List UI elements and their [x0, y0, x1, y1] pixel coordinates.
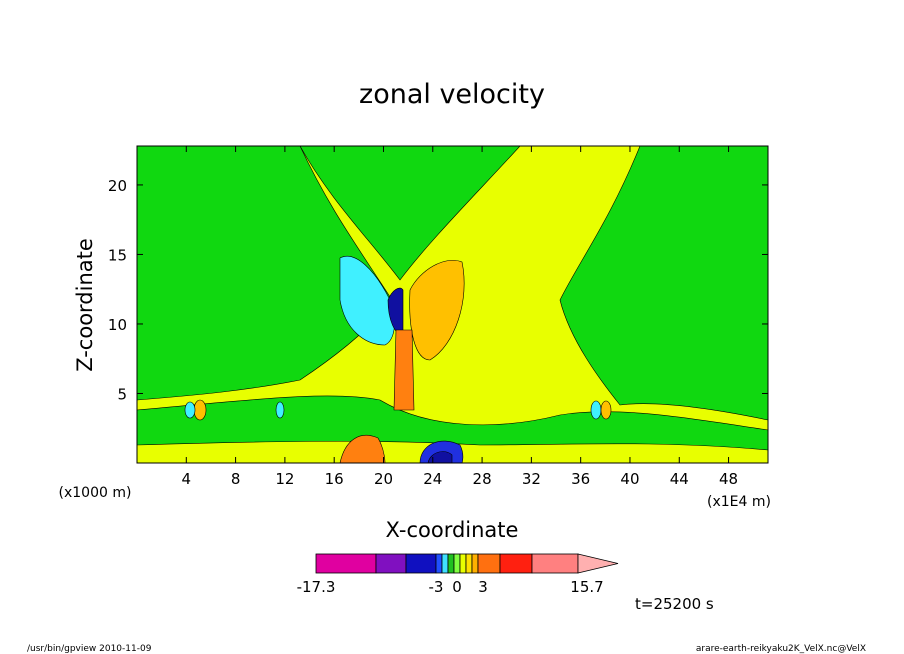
colorbar-segment: [405, 553, 437, 574]
colorbar-label: -3: [429, 578, 444, 596]
colorbar-label: -17.3: [297, 578, 336, 596]
colorbar-segment: [453, 553, 461, 574]
colorbar-segment: [499, 553, 533, 574]
colorbar-segment: [531, 553, 579, 574]
x-tick-label: 44: [670, 470, 689, 488]
x-tick-label: 20: [374, 470, 393, 488]
field-feature-x4-cyan: [184, 401, 196, 419]
chart-title: zonal velocity: [359, 79, 545, 110]
field-bottom-darkblue: [427, 451, 453, 463]
y-axis-ticks: 5 10 15 20: [108, 177, 768, 403]
colorbar-segment: [459, 553, 467, 574]
contour-field: [137, 146, 768, 463]
field-feature-x12: [275, 401, 285, 419]
colorbar-extension: [577, 553, 619, 574]
footer-right: arare-earth-reikyaku2K_VelX.nc@VelX: [696, 644, 866, 654]
x-tick-label: 28: [473, 470, 492, 488]
colorbar-segment: [465, 553, 473, 574]
y-tick-label: 20: [108, 177, 127, 195]
field-green-upper-right: [559, 146, 768, 421]
plot-frame: [136, 145, 769, 464]
colorbar-segment: [441, 553, 449, 574]
x-tick-label: 48: [719, 470, 738, 488]
footer-left: /usr/bin/gpview 2010-11-09: [27, 644, 152, 654]
x-tick-label: 4: [182, 470, 192, 488]
x-tick-label: 32: [522, 470, 541, 488]
field-orange-lobe: [409, 260, 465, 361]
x-tick-label: 12: [275, 470, 294, 488]
x-tick-label: 40: [620, 470, 639, 488]
field-feature-x4: [193, 399, 207, 421]
y-tick-label: 5: [117, 385, 127, 403]
x-axis-ticks: 4 8 12 16 20 24 28 32 36 40 44 48: [182, 146, 738, 488]
x-tick-label: 16: [325, 470, 344, 488]
x-unit-left: (x1000 m): [59, 485, 132, 501]
colorbar-labels: -17.3 -3 0 3 15.7: [297, 578, 604, 596]
colorbar-segment: [375, 553, 407, 574]
colorbar-segment: [435, 553, 443, 574]
colorbar-label: 0: [452, 578, 462, 596]
field-cyan-lobe: [339, 256, 395, 346]
field-green-upper-left: [137, 146, 393, 401]
field-feature-x38: [590, 400, 602, 420]
x-unit-right: (x1E4 m): [707, 494, 771, 510]
field-central-column: [393, 329, 415, 411]
field-bottom-orange: [339, 434, 386, 463]
field-feature-x38-orange: [600, 400, 612, 420]
x-tick-label: 36: [571, 470, 590, 488]
field-green-lower-band: [137, 395, 768, 451]
y-tick-label: 15: [108, 246, 127, 264]
field-darkblue-core: [387, 287, 404, 336]
time-label: t=25200 s: [635, 595, 714, 613]
colorbar-label: 3: [478, 578, 488, 596]
x-tick-label: 24: [423, 470, 442, 488]
x-tick-label: 8: [231, 470, 241, 488]
y-axis-label: Z-coordinate: [73, 238, 97, 372]
colorbar-segment: [471, 553, 479, 574]
y-tick-label: 10: [108, 316, 127, 334]
colorbar-segment: [477, 553, 501, 574]
colorbar-label: 15.7: [570, 578, 603, 596]
colorbar-segment: [315, 553, 377, 574]
colorbar-segment: [447, 553, 455, 574]
x-axis-label: X-coordinate: [386, 518, 519, 542]
colorbar: [315, 553, 619, 574]
